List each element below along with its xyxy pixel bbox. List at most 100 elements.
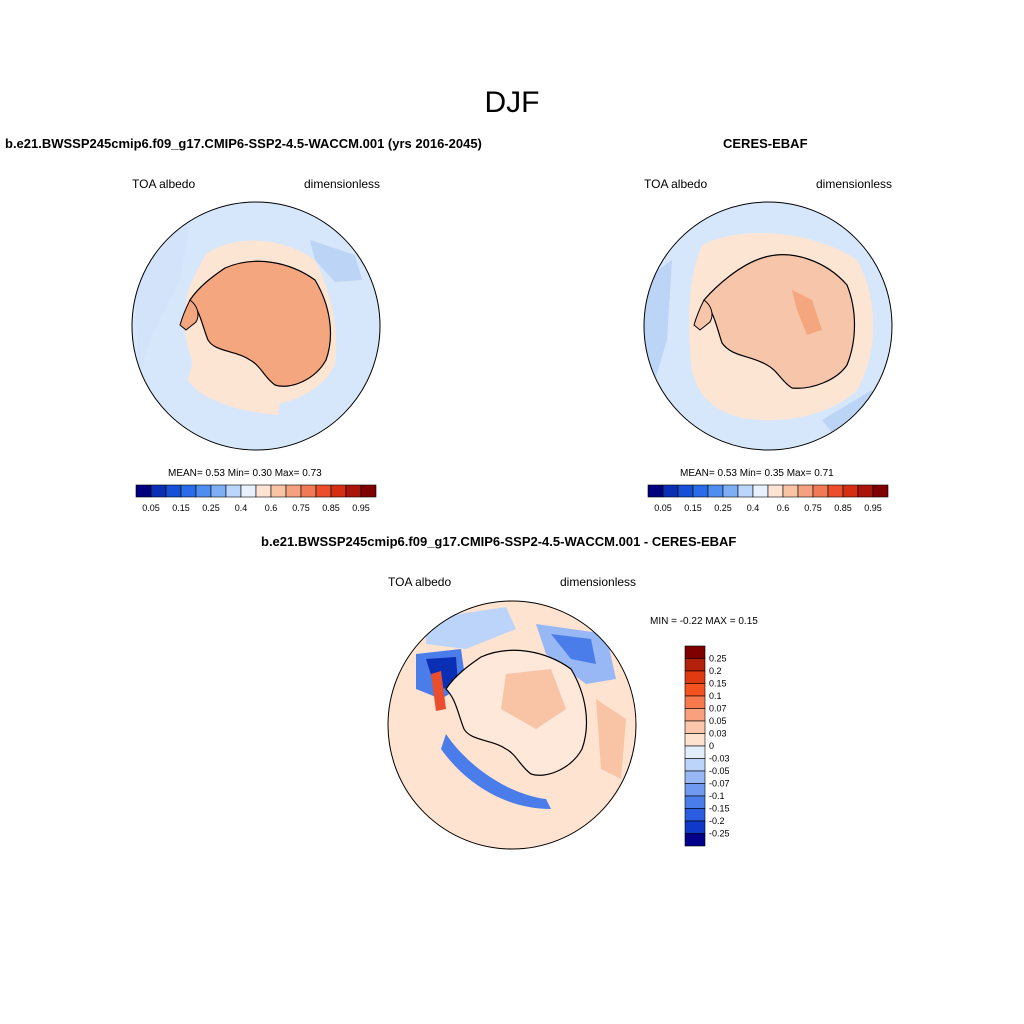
- panel-title-obs: CERES-EBAF: [723, 136, 808, 151]
- stats-model: MEAN= 0.53 Min= 0.30 Max= 0.73: [168, 468, 322, 479]
- colorbar-swatch: [240, 484, 257, 498]
- colorbar-swatch: [684, 695, 706, 709]
- colorbar-tick-label: 0.25: [709, 654, 727, 664]
- colorbar-tick-label: 0.95: [864, 503, 882, 513]
- colorbar-swatch: [255, 484, 272, 498]
- colorbar-swatch: [165, 484, 182, 498]
- colorbar-swatch: [180, 484, 197, 498]
- variable-label-obs: TOA albedo: [644, 177, 708, 191]
- colorbar-tick-label: 0.4: [235, 503, 248, 513]
- colorbar-swatch: [270, 484, 287, 498]
- colorbar-swatch: [684, 670, 706, 684]
- colorbar-tick-label: 0.6: [265, 503, 278, 513]
- positive-anomaly-peninsula: [431, 671, 446, 711]
- season-title: DJF: [484, 86, 540, 119]
- colorbar-tick-label: 0.15: [709, 679, 727, 689]
- polar-map-diff: [387, 600, 637, 850]
- colorbar-swatch: [684, 683, 706, 697]
- colorbar-swatch: [684, 795, 706, 809]
- colorbar-tick-label: -0.07: [709, 779, 730, 789]
- colorbar-tick-label: 0.07: [709, 704, 727, 714]
- colorbar-tick-label: 0: [709, 741, 714, 751]
- colorbar-swatch: [767, 484, 784, 498]
- colorbar-swatch: [135, 484, 152, 498]
- colorbar-swatch: [647, 484, 664, 498]
- colorbar-swatch: [150, 484, 167, 498]
- negative-anomaly-ross: [441, 734, 551, 809]
- colorbar-tick-label: 0.85: [834, 503, 852, 513]
- interior-high-albedo: [792, 290, 822, 335]
- colorbar-swatch: [315, 484, 332, 498]
- colorbar-swatch: [360, 484, 377, 498]
- colorbar-swatch: [285, 484, 302, 498]
- colorbar-tick-label: 0.05: [142, 503, 160, 513]
- minmax-diff: MIN = -0.22 MAX = 0.15: [650, 616, 758, 627]
- map-boundary: [643, 201, 893, 451]
- map-boundary: [387, 600, 637, 850]
- antarctic-peninsula: [179, 299, 199, 331]
- units-label-obs: dimensionless: [816, 177, 893, 191]
- colorbar-swatch: [827, 484, 844, 498]
- colorbar-swatch: [195, 484, 212, 498]
- colorbar-swatch: [684, 770, 706, 784]
- colorbar-swatch: [210, 484, 227, 498]
- strong-negative-northeast: [551, 634, 596, 664]
- colorbar-swatch: [812, 484, 829, 498]
- colorbar-swatch: [857, 484, 874, 498]
- colorbar-tick-label: 0.6: [777, 503, 790, 513]
- antarctic-peninsula: [693, 299, 713, 331]
- colorbar-swatch: [684, 758, 706, 772]
- colorbar-swatch: [684, 783, 706, 797]
- colorbar-tick-label: 0.2: [709, 666, 722, 676]
- open-ocean-patch-west: [644, 260, 672, 390]
- colorbar-swatch: [684, 733, 706, 747]
- colorbar-tick-label: -0.03: [709, 754, 730, 764]
- sea-ice-ross: [188, 365, 280, 415]
- colorbar-swatch: [345, 484, 362, 498]
- colorbar-swatch: [707, 484, 724, 498]
- colorbar-tick-label: 0.03: [709, 729, 727, 739]
- colorbar-tick-label: 0.1: [709, 691, 722, 701]
- units-label-diff: dimensionless: [560, 575, 637, 589]
- colorbar-swatch: [684, 720, 706, 734]
- colorbar-tick-label: 0.05: [709, 716, 727, 726]
- colorbar-swatch: [872, 484, 889, 498]
- colorbar-swatch: [737, 484, 754, 498]
- colorbar-swatch: [300, 484, 317, 498]
- colorbar-swatch: [684, 658, 706, 672]
- colorbar-tick-label: 0.95: [352, 503, 370, 513]
- colorbar-obs: 0.05 0.15 0.25 0.4 0.6 0.75 0.85 0.95: [647, 484, 889, 513]
- colorbar-swatch: [684, 645, 706, 659]
- positive-anomaly-interior: [501, 669, 566, 729]
- colorbar-tick-label: -0.1: [709, 791, 725, 801]
- colorbar-diff: 0.25 0.2 0.15 0.1 0.07 0.05 0.03 0 -0.03 -0.05 -0.…: [684, 645, 730, 847]
- polar-map-obs: [643, 201, 893, 451]
- colorbar-swatch: [684, 808, 706, 822]
- colorbar-tick-label: 0.05: [654, 503, 672, 513]
- colorbar-swatch: [782, 484, 799, 498]
- colorbar-tick-label: 0.15: [684, 503, 702, 513]
- colorbar-tick-label: 0.15: [172, 503, 190, 513]
- colorbar-swatch: [842, 484, 859, 498]
- colorbar-swatch: [722, 484, 739, 498]
- polar-map-model: [131, 201, 381, 451]
- colorbar-swatch: [677, 484, 694, 498]
- colorbar-swatch: [692, 484, 709, 498]
- variable-label-diff: TOA albedo: [388, 575, 452, 589]
- variable-label-model: TOA albedo: [132, 177, 196, 191]
- positive-anomaly-east: [596, 699, 626, 779]
- colorbar-tick-label: 0.75: [292, 503, 310, 513]
- colorbar-swatch: [330, 484, 347, 498]
- colorbar-tick-label: -0.15: [709, 804, 730, 814]
- colorbar-swatch: [684, 820, 706, 834]
- colorbar-tick-label: -0.2: [709, 816, 725, 826]
- stats-obs: MEAN= 0.53 Min= 0.35 Max= 0.71: [680, 468, 834, 479]
- colorbar-swatch: [684, 833, 706, 847]
- colorbar-swatch: [797, 484, 814, 498]
- colorbar-swatch: [684, 745, 706, 759]
- units-label-model: dimensionless: [304, 177, 381, 191]
- colorbar-tick-label: 0.25: [202, 503, 220, 513]
- colorbar-swatch: [662, 484, 679, 498]
- map-boundary: [131, 201, 381, 451]
- colorbar-swatch: [752, 484, 769, 498]
